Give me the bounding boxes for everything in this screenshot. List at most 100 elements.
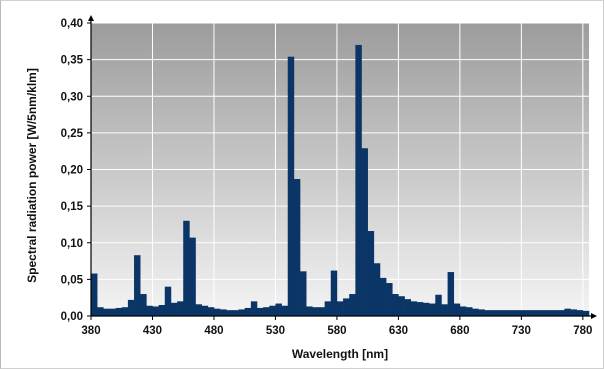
bar [453,303,461,316]
bar [207,307,215,316]
y-tick-label: 0,00 [61,311,83,323]
bar [367,231,375,316]
y-tick-label: 0,35 [61,55,84,67]
y-tick-label: 0,20 [61,165,83,177]
bar [355,44,362,316]
bar [97,307,104,316]
bar [140,294,147,316]
bar [398,296,405,316]
axes [88,15,597,319]
grid-lines [91,22,589,316]
y-axis-title: Spectral radiation power [W/5nm/klm] [25,68,39,283]
x-tick-label: 730 [512,325,531,337]
bars [91,44,590,316]
bar [576,310,584,316]
bar [478,309,485,316]
x-axis-title: Wavelength [nm] [292,347,388,361]
bar [373,263,381,316]
bar [545,310,553,316]
y-tick-label: 0,25 [61,128,84,140]
bar [558,310,565,316]
bar [109,308,116,316]
y-tick-label: 0,10 [61,238,83,250]
bar [564,308,571,316]
y-tick-label: 0,40 [61,18,83,30]
bar [189,237,196,316]
bar [146,305,153,316]
y-tick-label: 0,30 [61,91,83,103]
bar [392,294,399,316]
bar [539,310,547,316]
bar [250,301,258,316]
bar [238,309,246,316]
bar [361,148,368,316]
bar [515,310,522,316]
bar [502,310,510,316]
bar [312,307,319,316]
x-axis-arrow [591,313,597,319]
bar [257,307,264,316]
bar [447,272,455,316]
bar [490,310,498,316]
bar [472,308,479,316]
bar [244,307,252,316]
bar [570,309,578,316]
bar [318,307,325,316]
x-tick-label: 480 [204,325,223,337]
bar [484,310,491,316]
bar [134,255,141,316]
bar [232,310,239,316]
bar [521,310,528,316]
bar [509,310,516,316]
bar [293,179,301,316]
bar [226,310,233,316]
bar [115,307,123,316]
bar [386,283,393,316]
x-tick-label: 780 [573,325,592,337]
x-tick-label: 380 [81,325,100,337]
bar [435,294,442,316]
bar [466,307,473,316]
bar [404,299,412,316]
bar [263,307,270,316]
x-tick-label: 530 [266,325,285,337]
bar [127,299,135,316]
y-tick-label: 0,05 [61,274,84,286]
bar [423,302,430,316]
bar [336,301,344,316]
bar [416,302,424,316]
x-tick-label: 630 [389,325,408,337]
bar [220,309,227,316]
bar [349,294,356,316]
bar [330,270,338,316]
bar [103,308,110,316]
bar [552,310,559,316]
bar [152,306,159,316]
bar [164,286,172,316]
bar [287,56,295,316]
bar [496,310,504,316]
bar [91,273,98,316]
bar [306,306,313,316]
x-tick-label: 430 [143,325,162,337]
x-tick-label: 680 [450,325,469,337]
bar [213,308,221,316]
bar [158,305,166,316]
bar [533,310,541,316]
bar [410,301,418,316]
bar [324,301,332,316]
bar [275,303,282,316]
bar [459,306,467,316]
tick-labels: 0,00 0,05 0,10 0,15 0,20 0,25 0,30 0,35 0,40 380 4… [61,18,593,337]
bar [121,307,129,316]
bar [527,310,534,316]
bar [429,303,436,316]
bar [379,277,387,316]
bar [582,310,590,316]
bar [441,304,448,316]
x-tick-label: 580 [327,325,346,337]
y-axis-arrow [88,15,94,21]
bar [343,298,350,316]
